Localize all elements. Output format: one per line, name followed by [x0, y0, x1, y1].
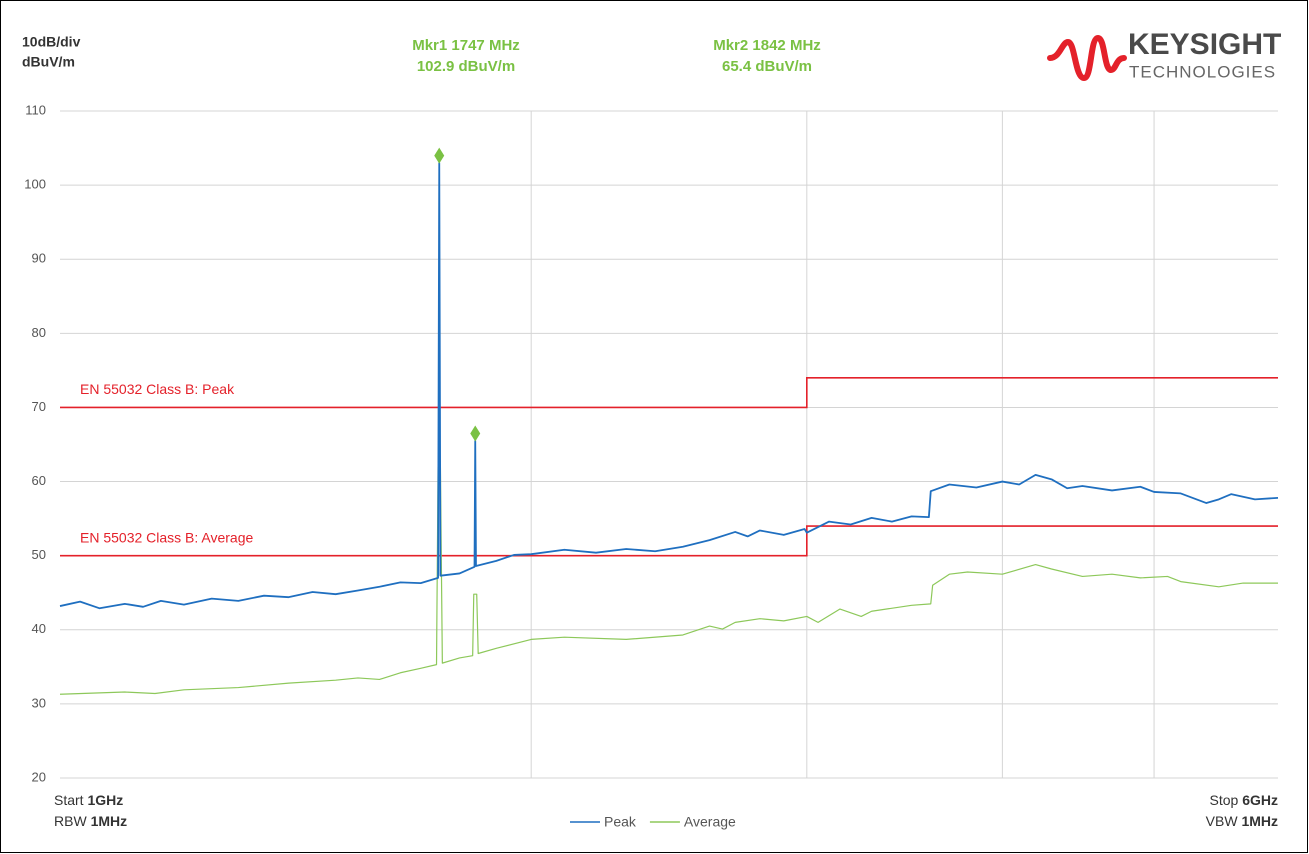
vbw-value: 1MHz [1241, 813, 1278, 829]
marker [470, 425, 481, 442]
y-tick-label: 60 [32, 473, 46, 488]
marker-value: 65.4 dBuV/m [722, 58, 812, 75]
y-tick-label: 110 [25, 102, 46, 117]
start-value: 1GHz [87, 792, 123, 808]
unit-label: dBuV/m [22, 54, 75, 70]
start-label: Start 1GHz [54, 792, 123, 808]
vbw-label: VBW 1MHz [1206, 813, 1278, 829]
rbw-value: 1MHz [91, 813, 128, 829]
limit-label: EN 55032 Class B: Peak [80, 381, 235, 397]
brand-sub: TECHNOLOGIES [1129, 62, 1276, 81]
marker [434, 147, 445, 164]
y-tick-label: 80 [32, 325, 46, 340]
brand-logo [1047, 34, 1127, 82]
marker-readout: Mkr2 1842 MHz [713, 37, 821, 54]
footer: Start 1GHz RBW 1MHz Stop 6GHz VBW 1MHz [54, 792, 1278, 829]
limit-line [60, 525, 1278, 557]
y-tick-label: 50 [32, 547, 46, 562]
rbw-label: RBW 1MHz [54, 813, 127, 829]
vbw: VBW [1206, 813, 1239, 829]
scale-label: 10dB/div [22, 34, 81, 50]
y-tick-label: 20 [32, 769, 46, 784]
trace [59, 466, 1278, 695]
rbw: RBW [54, 813, 87, 829]
y-tick-label: 30 [32, 695, 46, 710]
trace [59, 161, 1279, 610]
stop-label: Stop 6GHz [1210, 792, 1279, 808]
marker-value: 102.9 dBuV/m [417, 58, 515, 75]
marker-x: 1842 MHz [752, 37, 820, 54]
legend-label: Peak [604, 814, 637, 830]
legend-label: Average [684, 814, 736, 830]
limit-line [60, 377, 1278, 409]
limit-label: EN 55032 Class B: Average [80, 529, 254, 545]
brand: KEYSIGHT [1128, 28, 1281, 61]
y-tick-label: 40 [32, 621, 46, 636]
stop-value: 6GHz [1242, 792, 1278, 808]
stop: Stop [1210, 792, 1239, 808]
y-tick-label: 100 [24, 177, 46, 192]
marker-readout: Mkr1 1747 MHz [412, 37, 520, 54]
start: Start [54, 792, 84, 808]
y-tick-label: 90 [32, 251, 46, 266]
y-tick-label: 70 [32, 399, 46, 414]
marker-x: 1747 MHz [451, 37, 519, 54]
marker-name: Mkr2 [713, 37, 748, 54]
marker-name: Mkr1 [412, 37, 447, 54]
